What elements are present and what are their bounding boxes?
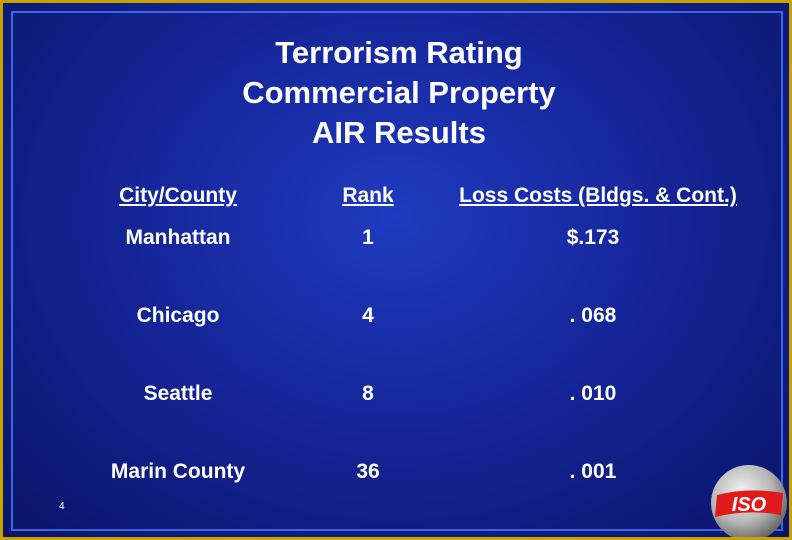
iso-logo-text: ISO [732,494,767,516]
table-row-3-rank: 8 [362,382,374,405]
table-row-2-rank: 4 [362,304,374,327]
iso-logo-mark: ISO [715,490,783,517]
table-row-1-loss-cost: $.173 [566,226,620,249]
table-row-2-loss-cost: . 068 [569,304,617,327]
table-row-4-rank: 36 [356,460,380,483]
slide-title: Terrorism Rating Commercial Property AIR… [3,33,789,153]
title-line-2: Commercial Property [242,75,556,110]
table-row-4-loss-cost: . 001 [569,460,617,483]
table-row-1-city: Manhattan [125,226,231,249]
header-loss-costs: Loss Costs (Bldgs. & Cont.) [459,184,737,207]
header-rank: Rank [342,184,394,207]
table-row-1-rank: 1 [362,226,374,249]
title-line-3: AIR Results [312,115,486,150]
table-row-3-city: Seattle [143,382,213,405]
title-line-1: Terrorism Rating [275,35,523,70]
table-row-3-loss-cost: . 010 [569,382,617,405]
table-row-4-city: Marin County [110,460,246,483]
page-number: 4 [59,501,65,512]
inner-frame [11,11,783,531]
iso-logo: ISO [711,465,787,537]
table-row-2-city: Chicago [136,304,220,327]
header-city-county: City/County [119,184,237,207]
